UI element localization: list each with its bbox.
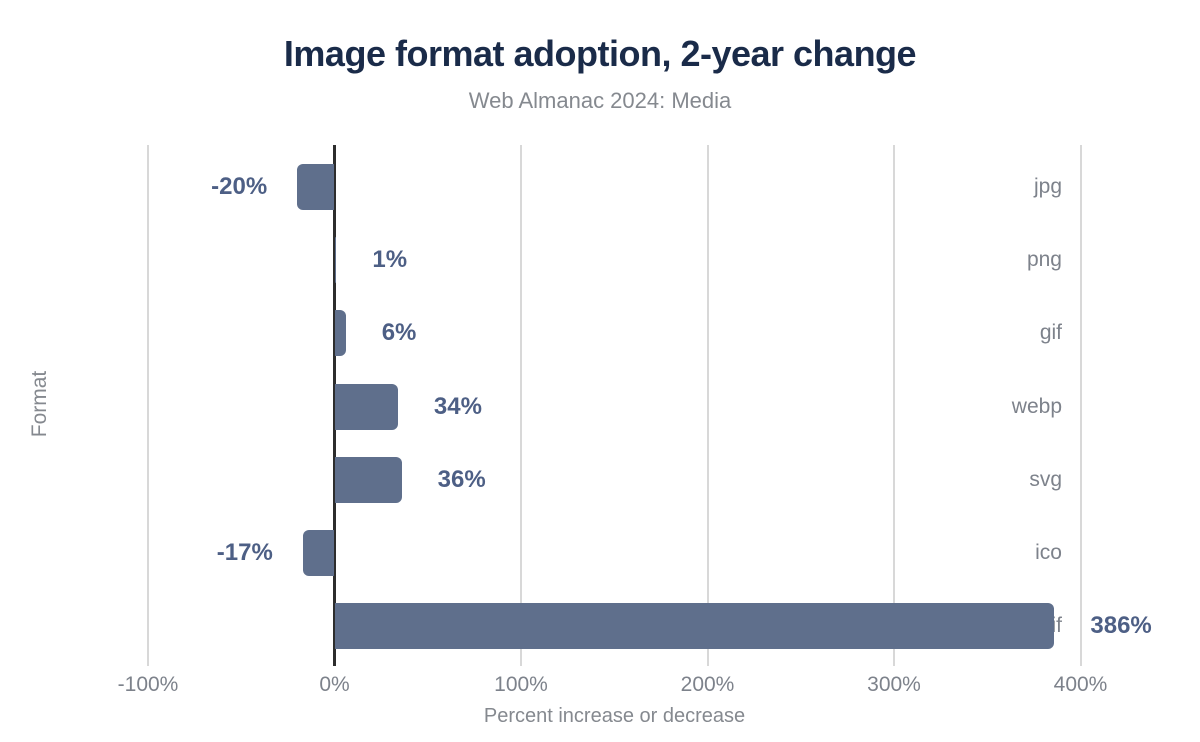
- bar-svg[interactable]: [334, 456, 402, 503]
- bar-jpg[interactable]: [297, 163, 335, 210]
- bar-avif[interactable]: [334, 603, 1055, 650]
- value-label-png: 1%: [372, 245, 408, 273]
- value-label-webp: 34%: [433, 392, 482, 420]
- value-label-gif: 6%: [381, 319, 417, 347]
- y-category-label-jpg: jpg: [1033, 174, 1062, 198]
- bar-gif[interactable]: [334, 310, 346, 357]
- x-tick-label: 0%: [319, 673, 350, 696]
- chart-title: Image format adoption, 2-year change: [283, 33, 917, 74]
- gridline: [520, 145, 522, 666]
- chart-subtitle: Web Almanac 2024: Media: [468, 88, 732, 113]
- value-label-svg: 36%: [437, 465, 486, 493]
- x-tick-label: -100%: [117, 673, 179, 696]
- x-tick-label: 400%: [1053, 673, 1108, 696]
- gridline: [706, 145, 709, 666]
- y-category-label-webp: webp: [1011, 394, 1062, 418]
- value-label-ico: -17%: [216, 539, 273, 567]
- y-category-label-png: png: [1026, 247, 1062, 271]
- value-label-avif: 386%: [1090, 612, 1152, 640]
- gridline: [893, 145, 895, 666]
- gridline: [147, 145, 149, 666]
- x-axis-title: Percent increase or decrease: [483, 705, 746, 727]
- x-tick-label: 300%: [867, 673, 921, 696]
- bar-webp[interactable]: [334, 383, 398, 430]
- y-category-label-ico: ico: [1035, 541, 1062, 565]
- x-tick-label: 200%: [680, 673, 735, 696]
- gridline: [1079, 145, 1082, 666]
- x-tick-label: 100%: [494, 673, 548, 696]
- y-category-label-gif: gif: [1039, 321, 1062, 345]
- y-category-label-svg: svg: [1029, 467, 1062, 491]
- bar-ico[interactable]: [302, 530, 335, 577]
- y-axis-title: Format: [28, 370, 51, 438]
- value-label-jpg: -20%: [211, 172, 268, 200]
- bar-png[interactable]: [334, 236, 337, 283]
